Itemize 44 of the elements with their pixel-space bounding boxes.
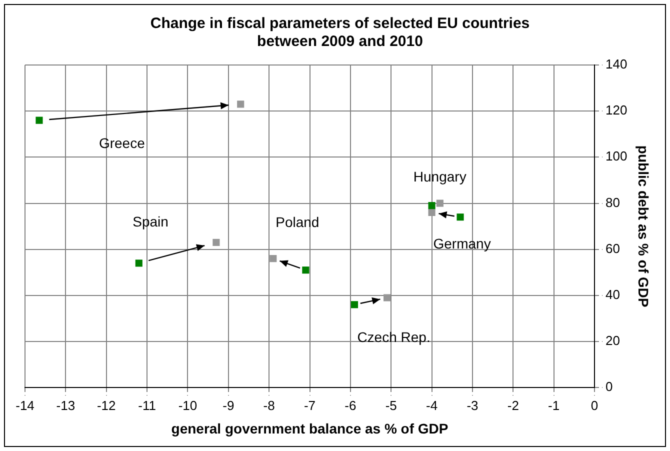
point [428,208,436,216]
x-tick-label: -9 [222,398,234,413]
point [384,294,391,302]
x-tick-label: -4 [426,398,438,413]
point [135,260,142,267]
annotation: Poland [276,214,320,230]
annotation: Greece [98,135,146,152]
x-tick-label: -8 [263,398,275,413]
x-axis-title: general government balance as % of GDP [171,420,448,436]
x-tick-label: -2 [507,398,519,413]
y-tick-label: 40 [606,287,620,302]
x-tick-label: -1 [548,398,560,413]
y-tick-label: 20 [606,333,620,348]
x-tick-label: -13 [56,398,76,413]
y-axis-title: public debt as % of GDP [636,145,652,308]
annotation: Hungary [413,168,466,184]
y-tick-label: 0 [606,379,613,394]
x-tick-label: -11 [138,398,156,413]
point [270,255,277,262]
point [237,100,244,108]
point [428,202,436,210]
x-tick-label: -5 [385,398,397,413]
x-tick-label: -12 [96,398,116,413]
y-tick-label: 80 [606,194,620,210]
point [456,214,464,221]
chart-title: Change in fiscal parameters of selected EU countries between 2009 and 2010 [150,15,530,50]
y-tick-label: 140 [606,56,628,72]
annotation: Spain [132,214,168,230]
x-tick-label: -10 [178,398,198,413]
x-tick-label: -7 [304,398,316,413]
x-tick-label: -3 [466,398,478,413]
point [436,200,444,207]
y-tick-label: 100 [606,148,628,164]
x-tick-label: 0 [590,398,598,413]
x-tick-label: -6 [344,398,356,413]
x-tick-label: -14 [16,398,34,413]
y-tick-label: 60 [606,240,620,256]
point [36,116,43,124]
point [302,266,310,274]
point [350,301,358,308]
annotation: Germany [433,236,491,252]
annotation: Czech Rep. [357,329,430,346]
y-tick-label: 120 [606,102,628,118]
point [212,238,220,246]
